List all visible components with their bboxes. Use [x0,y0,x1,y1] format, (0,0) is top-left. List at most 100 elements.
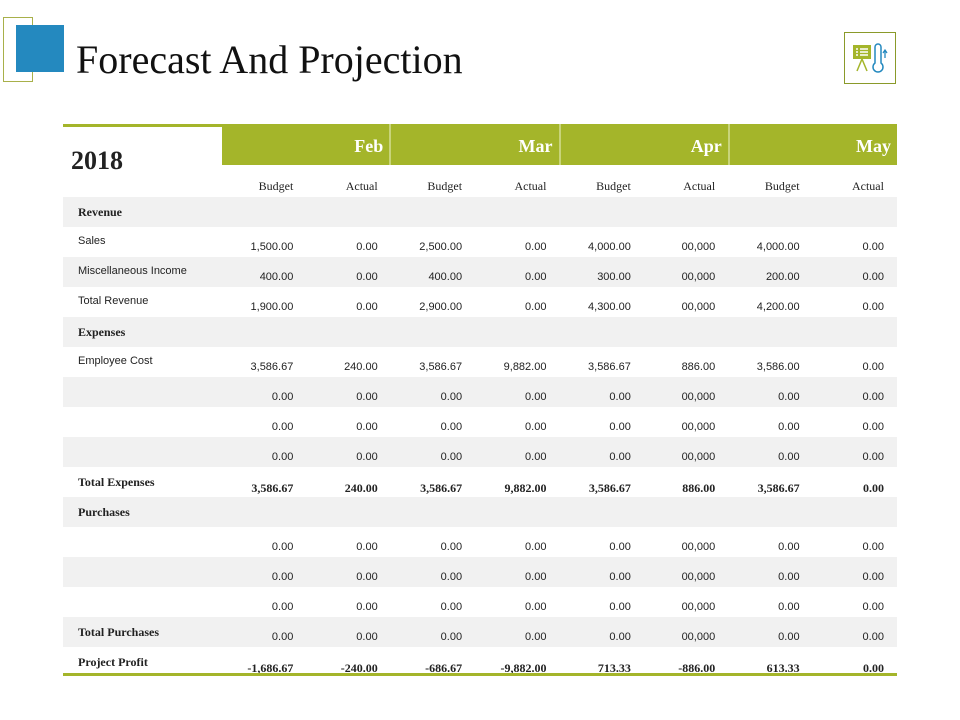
table-cell: 0.00 [525,241,547,253]
table-cell: 0.00 [778,631,800,643]
table-cell: 0.00 [778,541,800,553]
table-cell: 0.00 [862,631,884,643]
table-cell: 0.00 [525,451,547,463]
table-row: 0.00 0.00 0.00 0.00 0.00 00,000 0.00 0.00 [63,407,897,437]
column-header: Budget [427,179,463,193]
table-cell: 00,000 [681,421,716,433]
table-cell: 2,500.00 [419,241,463,253]
table-cell: 3,586.67 [250,361,294,373]
subheader-spacer [63,170,222,197]
table-cell: -686.67 [425,661,463,675]
table-cell: 0.00 [862,361,884,373]
decorative-blue-square [16,25,64,72]
row-label: Total Purchases [78,625,160,639]
table-cell: 0.00 [862,421,884,433]
table-cell [306,197,390,227]
table-cell: 0.00 [525,571,547,583]
table-cell: 4,300.00 [588,301,631,313]
table-cell: 200.00 [765,271,800,283]
row-label [63,587,222,617]
table-cell: 3,586.67 [588,361,631,373]
row-label: Revenue [78,205,122,219]
table-cell: 0.00 [271,571,294,583]
column-header: Actual [683,179,716,193]
row-label: Employee Cost [78,355,153,367]
table-cell [306,317,390,347]
table-cell: 0.00 [778,571,800,583]
table-cell: 0.00 [525,541,547,553]
table-cell: -9,882.00 [500,661,547,675]
table-cell: 00,000 [681,571,716,583]
table-cell [391,317,475,347]
row-label [63,407,222,437]
table-cell: 886.00 [681,361,716,373]
table-cell: 0.00 [440,391,463,403]
table-cell: 4,000.00 [756,241,800,253]
table-cell: 0.00 [525,301,547,313]
table-cell: 0.00 [862,601,884,613]
table-cell [728,317,812,347]
table-cell: 0.00 [525,271,547,283]
year-label: 2018 [71,146,123,175]
table-cell [559,197,643,227]
table-cell: 3,586.00 [756,361,800,373]
table-cell [391,197,475,227]
table-cell: 0.00 [862,481,884,495]
table-cell: 0.00 [609,601,631,613]
column-header: Actual [514,179,547,193]
table-cell: 0.00 [862,541,884,553]
table-cell: 0.00 [356,451,378,463]
table-cell [813,497,897,527]
presentation-thermometer-icon [844,32,896,84]
table-cell: 2,900.00 [419,301,463,313]
table-cell: 240.00 [344,481,378,495]
table-cell: 0.00 [271,421,294,433]
table-row: 0.00 0.00 0.00 0.00 0.00 00,000 0.00 0.00 [63,437,897,467]
table-cell [306,497,390,527]
table-cell: 0.00 [609,571,631,583]
table-cell: 0.00 [271,601,294,613]
table-cell: 0.00 [609,451,631,463]
month-may: May [856,136,891,156]
table-cell: 0.00 [356,301,378,313]
table-cell: 00,000 [681,241,716,253]
table-cell [222,197,306,227]
table-cell [728,197,812,227]
table-cell: 3,586.67 [757,481,800,495]
column-header: Budget [258,179,294,193]
table-row: Miscellaneous Income 400.00 0.00 400.00 0.00… [63,257,897,287]
month-feb: Feb [222,124,392,165]
table-cell [559,497,643,527]
table-cell: 0.00 [609,421,631,433]
table-cell: 0.00 [440,631,463,643]
table-cell: 3,586.67 [251,481,294,495]
table-cell: 1,500.00 [250,241,294,253]
table-row: 0.00 0.00 0.00 0.00 0.00 00,000 0.00 0.00 [63,557,897,587]
table-row: Expenses [63,317,897,347]
table-cell: 240.00 [344,361,378,373]
table-cell: 00,000 [681,541,716,553]
table-cell: 0.00 [271,391,294,403]
table-cell: 713.33 [597,661,631,675]
row-label [63,377,222,407]
table-row: Project Profit -1,686.67 -240.00 -686.67 -9,… [63,647,897,677]
table-cell: 9,882.00 [503,361,547,373]
table-cell [475,497,559,527]
table-row: Total Purchases 0.00 0.00 0.00 0.00 0.00 00,00… [63,617,897,647]
table-cell: 00,000 [681,451,716,463]
row-label: Miscellaneous Income [78,265,187,277]
month-apr: Apr [561,124,730,165]
table-cell [222,317,306,347]
table-cell: 0.00 [862,391,884,403]
table-cell [222,497,306,527]
table-cell: 3,586.67 [420,481,463,495]
table-cell: 0.00 [356,631,378,643]
row-label: Total Expenses [78,475,155,489]
table-cell [644,497,728,527]
table-cell: 0.00 [440,571,463,583]
table-cell [475,197,559,227]
table-cell: -886.00 [678,661,716,675]
row-label: Purchases [78,505,130,519]
table-cell: 0.00 [356,601,378,613]
table-row: 0.00 0.00 0.00 0.00 0.00 00,000 0.00 0.00 [63,377,897,407]
